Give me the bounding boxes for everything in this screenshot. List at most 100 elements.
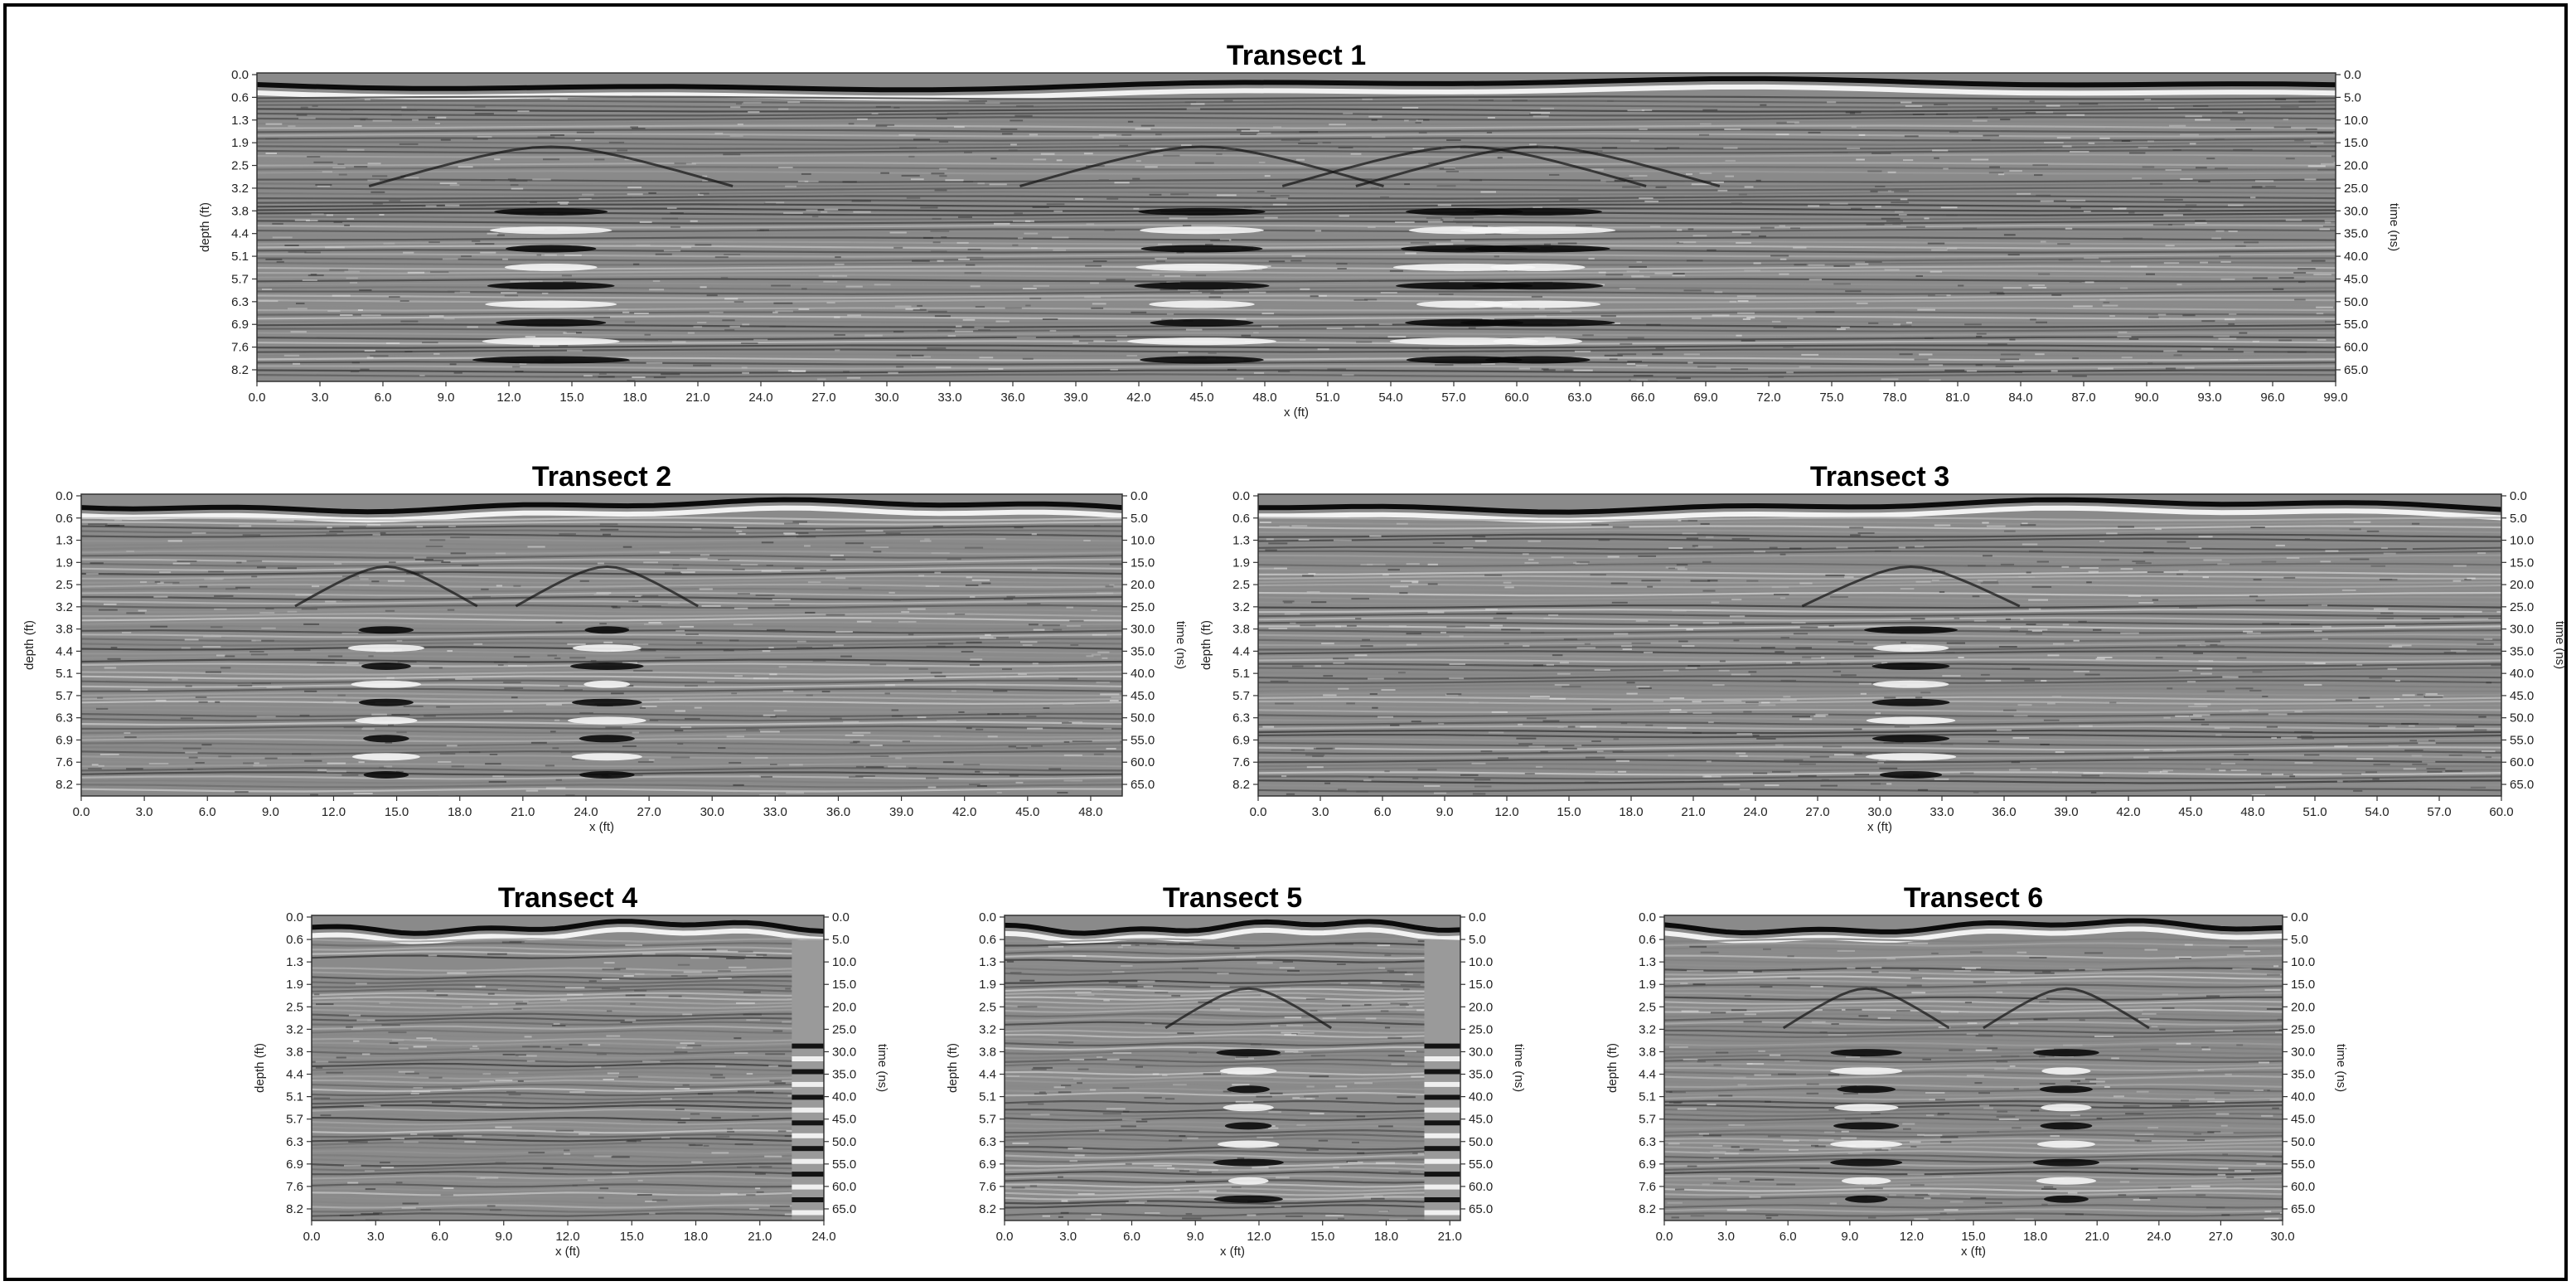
noise-mark [1406, 643, 1417, 646]
x-tick-label: 99.0 [2323, 391, 2347, 405]
noise-mark [1967, 1022, 1978, 1024]
noise-mark [1063, 779, 1083, 782]
noise-mark [1931, 952, 1939, 954]
noise-mark [697, 322, 707, 323]
noise-mark [1004, 598, 1014, 600]
reflector-line [1664, 1120, 2283, 1126]
noise-mark [1731, 202, 1743, 205]
reflector-line [1664, 1200, 2283, 1205]
noise-mark [599, 523, 618, 526]
noise-mark [932, 525, 943, 527]
time-tick-label: 35.0 [2344, 227, 2368, 241]
noise-mark [1018, 673, 1027, 676]
noise-mark [2266, 1007, 2283, 1010]
noise-mark [777, 370, 794, 372]
noise-mark [1964, 323, 1982, 326]
noise-mark [701, 949, 717, 951]
noise-mark [1424, 785, 1441, 787]
noise-mark [1338, 147, 1353, 148]
noise-mark [403, 706, 424, 707]
depth-tick-label: 4.4 [1639, 1068, 1656, 1082]
noise-mark [402, 1202, 419, 1205]
noise-mark [1823, 203, 1831, 206]
time-tick-label: 40.0 [1131, 667, 1155, 681]
noise-mark [430, 271, 449, 274]
noise-mark [126, 768, 143, 770]
noise-mark [632, 731, 640, 734]
noise-mark [1463, 547, 1474, 549]
noise-mark [893, 599, 901, 601]
edge-strip-band [792, 1172, 824, 1177]
noise-mark [1692, 545, 1698, 547]
noise-mark [1524, 773, 1535, 774]
noise-mark [687, 332, 695, 334]
noise-mark [1274, 1206, 1281, 1207]
noise-mark [1135, 128, 1151, 130]
noise-mark [1504, 586, 1514, 589]
reflection-anomaly-band [1834, 1104, 1899, 1112]
noise-mark [746, 1073, 753, 1075]
reflection-anomaly-band [482, 337, 620, 346]
noise-mark [784, 1213, 797, 1216]
noise-mark [91, 764, 99, 766]
noise-mark [1370, 982, 1382, 984]
noise-mark [1744, 186, 1754, 188]
noise-mark [2298, 268, 2316, 270]
noise-mark [560, 751, 573, 754]
time-tick-label: 5.0 [2510, 512, 2527, 526]
noise-mark [1845, 1008, 1862, 1011]
noise-mark [2197, 1069, 2205, 1071]
noise-mark [627, 380, 636, 381]
noise-mark [1216, 153, 1223, 155]
noise-mark [2485, 756, 2492, 759]
noise-mark [2128, 337, 2139, 340]
noise-mark [1056, 159, 1063, 162]
noise-mark [1482, 318, 1494, 321]
noise-mark [982, 771, 999, 774]
noise-mark [1217, 973, 1229, 975]
noise-mark [1723, 700, 1742, 702]
noise-mark [1746, 580, 1759, 582]
noise-mark [642, 706, 657, 707]
noise-mark [2313, 662, 2326, 664]
noise-mark [1323, 675, 1334, 677]
noise-mark [970, 658, 983, 661]
noise-mark [1406, 1006, 1413, 1008]
noise-mark [728, 966, 747, 968]
reflector-line [1005, 979, 1460, 984]
noise-mark [2083, 211, 2091, 212]
noise-mark [1857, 532, 1875, 534]
noise-mark [680, 246, 692, 249]
noise-mark [1357, 1152, 1365, 1154]
noise-mark [550, 98, 568, 100]
noise-mark [1093, 753, 1104, 755]
noise-mark [188, 756, 198, 759]
x-tick-label: 24.0 [748, 391, 772, 405]
noise-mark [975, 770, 981, 773]
noise-mark [1077, 1192, 1095, 1195]
noise-mark [1611, 323, 1620, 324]
noise-mark [545, 764, 554, 767]
reflector-line [1664, 971, 2283, 976]
noise-mark [2196, 167, 2207, 169]
depth-tick-label: 3.2 [231, 182, 249, 196]
x-tick-label: 60.0 [2489, 805, 2513, 819]
noise-mark [2206, 158, 2215, 160]
noise-mark [399, 300, 409, 302]
noise-mark [1363, 779, 1372, 782]
noise-mark [1898, 546, 1906, 549]
noise-mark [734, 624, 753, 626]
reflection-anomaly-band [1134, 282, 1270, 290]
noise-mark [634, 313, 649, 314]
noise-mark [966, 727, 972, 730]
noise-mark [848, 123, 855, 125]
noise-mark [1868, 1216, 1876, 1219]
noise-mark [1322, 1017, 1337, 1020]
noise-mark [652, 280, 661, 282]
noise-mark [706, 294, 718, 297]
noise-mark [1940, 1141, 1952, 1143]
noise-mark [1404, 1051, 1416, 1052]
x-tick-label: 24.0 [811, 1230, 835, 1244]
transect-3-title: Transect 3 [1810, 461, 1949, 493]
noise-mark [1840, 326, 1850, 328]
